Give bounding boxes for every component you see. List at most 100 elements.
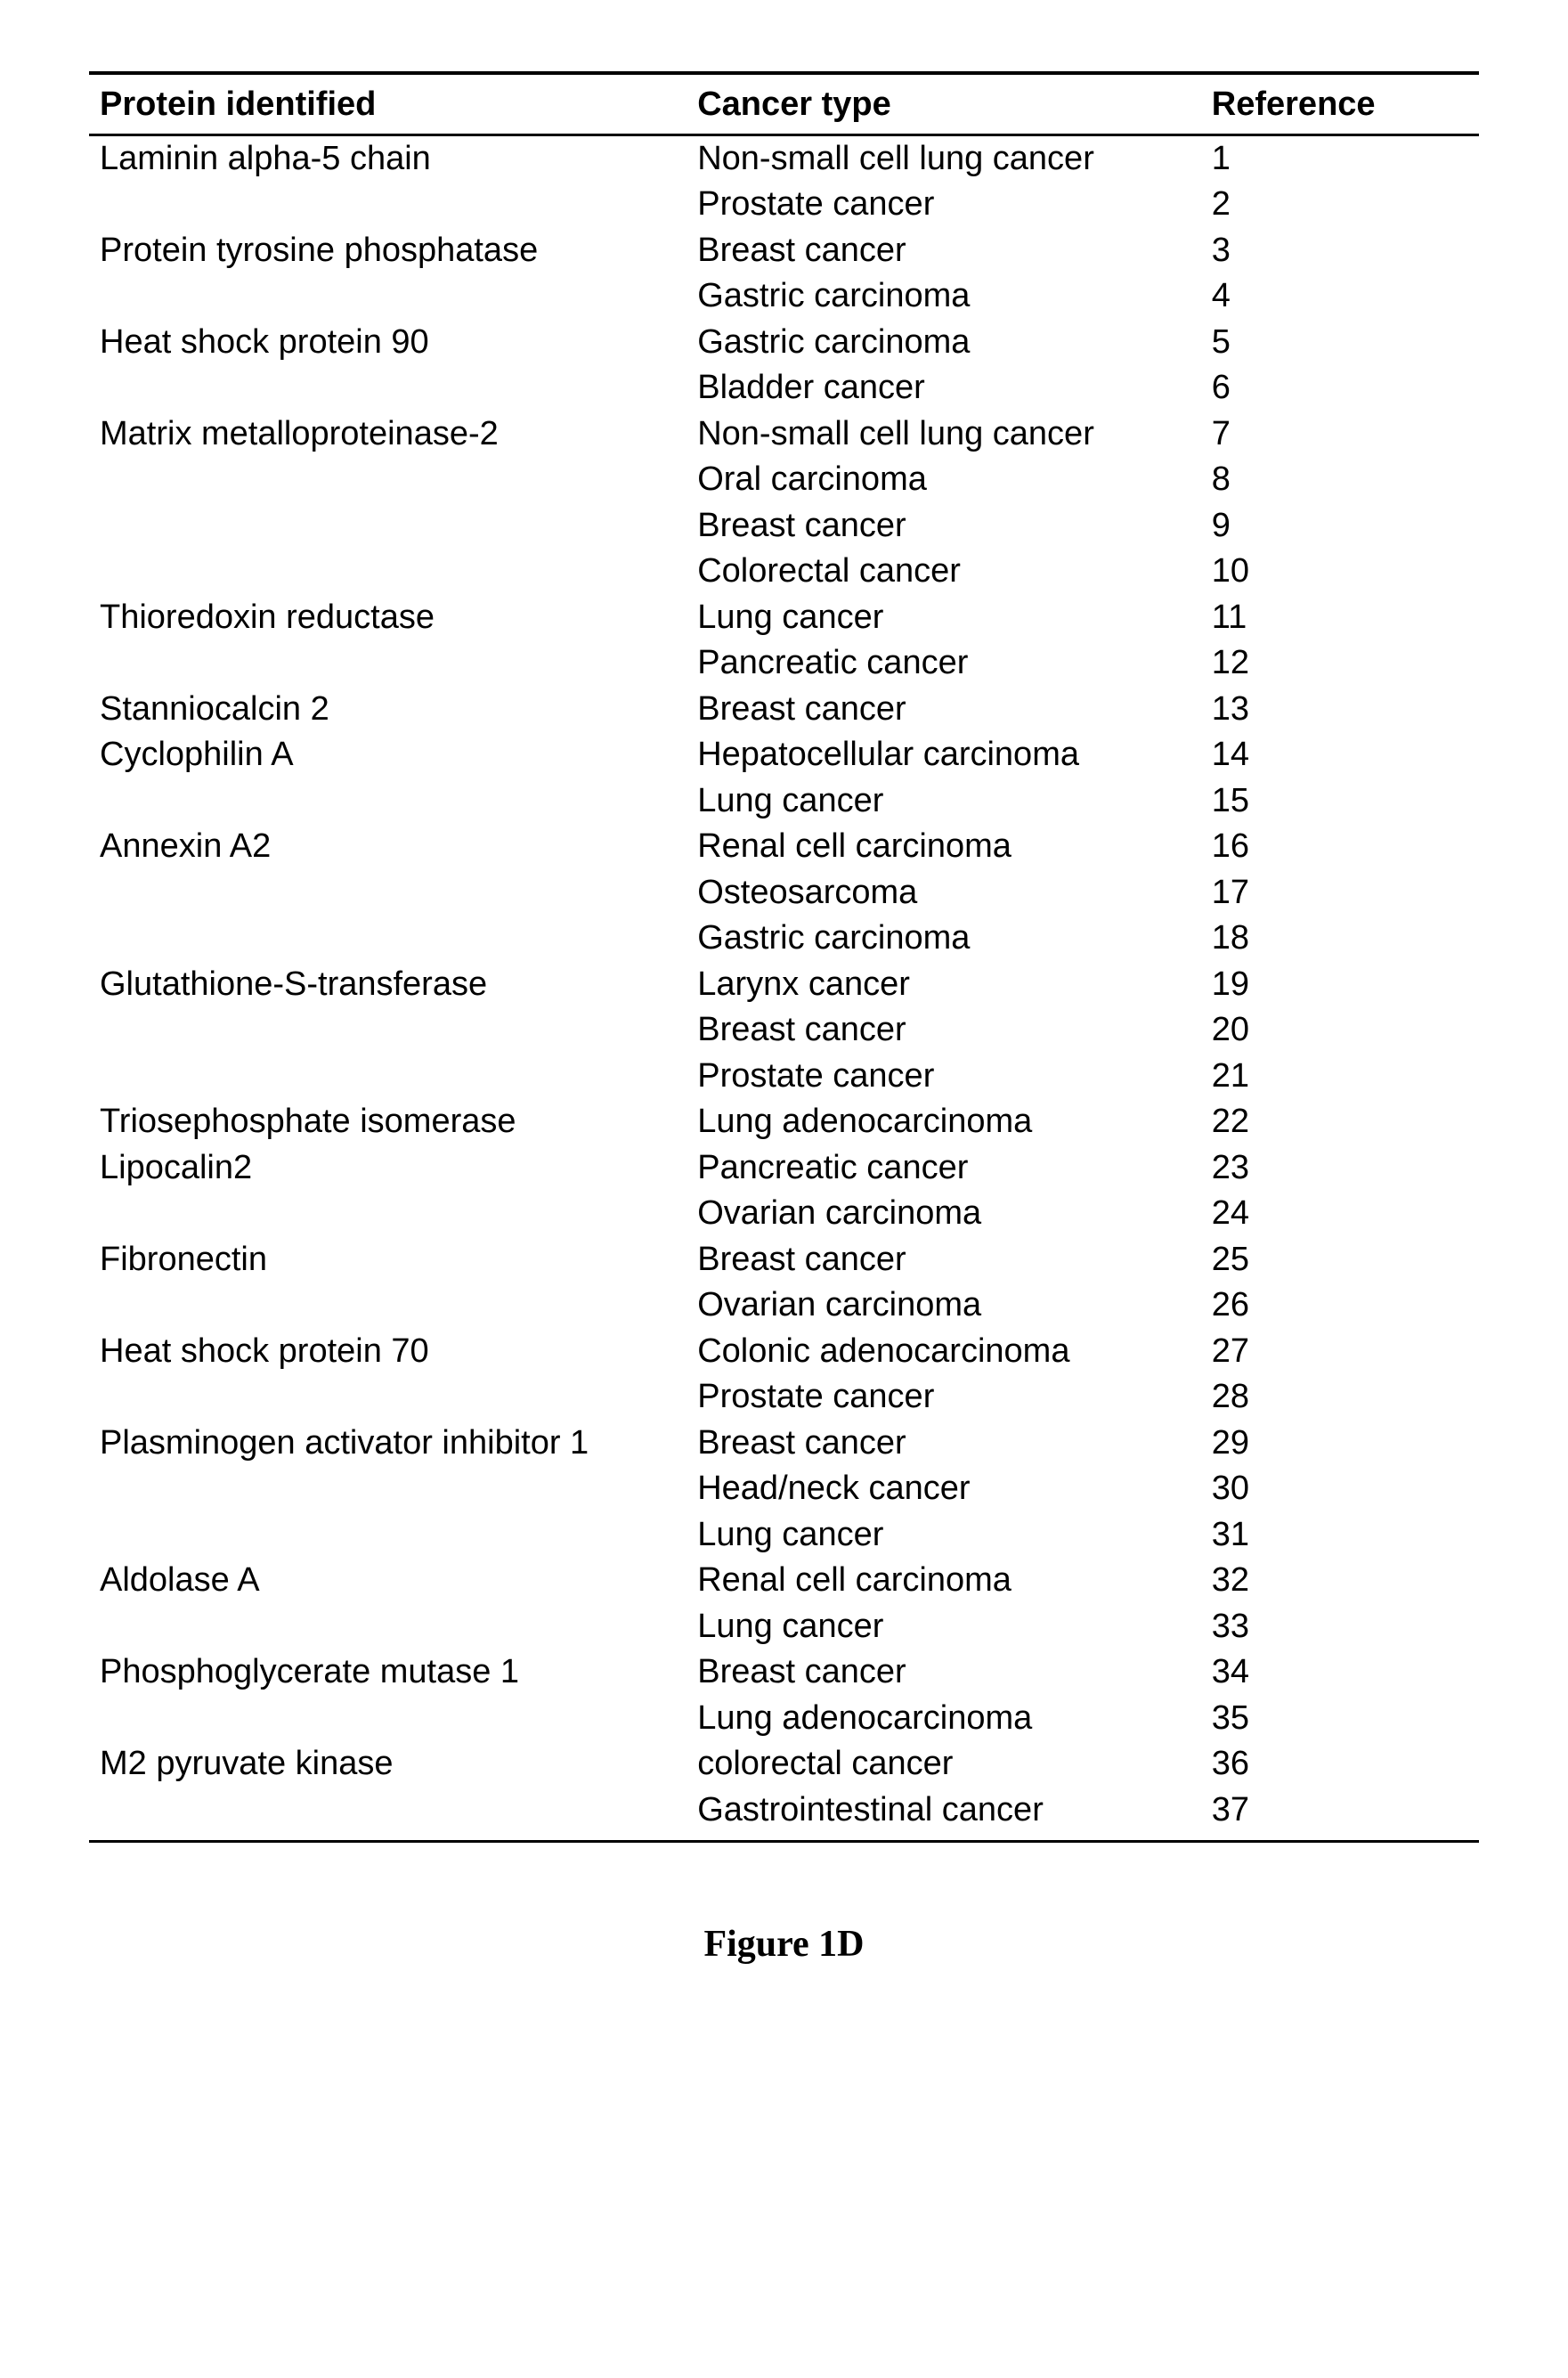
cell-reference: 37 [1201,1788,1479,1842]
cell-protein: Plasminogen activator inhibitor 1 [89,1421,687,1467]
cell-reference: 29 [1201,1421,1479,1467]
cell-protein: Lipocalin2 [89,1145,687,1192]
table-row: Gastrointestinal cancer37 [89,1788,1479,1842]
cell-cancer: Non-small cell lung cancer [687,134,1201,182]
cell-reference: 24 [1201,1191,1479,1237]
cell-cancer: Renal cell carcinoma [687,1558,1201,1604]
cell-cancer: Lung cancer [687,778,1201,825]
cell-cancer: Colorectal cancer [687,549,1201,595]
cell-protein [89,1374,687,1421]
cell-cancer: Oral carcinoma [687,457,1201,503]
cell-protein [89,1007,687,1054]
table-row: Osteosarcoma17 [89,870,1479,916]
table-row: Triosephosphate isomeraseLung adenocarci… [89,1099,1479,1145]
cell-cancer: Gastric carcinoma [687,320,1201,366]
cell-protein [89,549,687,595]
cell-protein [89,503,687,550]
cell-cancer: Gastric carcinoma [687,273,1201,320]
cell-protein: M2 pyruvate kinase [89,1741,687,1788]
cell-protein: Annexin A2 [89,824,687,870]
cell-cancer: Breast cancer [687,1237,1201,1283]
cell-reference: 36 [1201,1741,1479,1788]
cell-cancer: Non-small cell lung cancer [687,411,1201,458]
table-row: Thioredoxin reductaseLung cancer11 [89,595,1479,641]
cell-cancer: Lung cancer [687,1604,1201,1650]
table-row: M2 pyruvate kinasecolorectal cancer36 [89,1741,1479,1788]
table-row: Lung adenocarcinoma35 [89,1696,1479,1742]
cell-protein [89,182,687,228]
cell-cancer: Prostate cancer [687,1374,1201,1421]
table-header-row: Protein identified Cancer type Reference [89,73,1479,134]
cell-reference: 27 [1201,1329,1479,1375]
cell-protein [89,640,687,687]
cell-reference: 16 [1201,824,1479,870]
table-row: Prostate cancer28 [89,1374,1479,1421]
cell-cancer: Gastrointestinal cancer [687,1788,1201,1842]
cell-protein [89,457,687,503]
cell-protein: Protein tyrosine phosphatase [89,228,687,274]
cell-protein [89,778,687,825]
cell-protein: Cyclophilin A [89,732,687,778]
cell-reference: 33 [1201,1604,1479,1650]
cell-reference: 9 [1201,503,1479,550]
cell-protein [89,1604,687,1650]
cell-cancer: Breast cancer [687,1649,1201,1696]
cell-reference: 30 [1201,1466,1479,1512]
cell-cancer: colorectal cancer [687,1741,1201,1788]
cell-reference: 21 [1201,1054,1479,1100]
table-row: Prostate cancer21 [89,1054,1479,1100]
cell-reference: 2 [1201,182,1479,228]
cell-protein [89,365,687,411]
cell-reference: 1 [1201,134,1479,182]
figure-caption: Figure 1D [89,1923,1479,1966]
cell-protein [89,273,687,320]
cell-protein: Heat shock protein 90 [89,320,687,366]
cell-cancer: Hepatocellular carcinoma [687,732,1201,778]
header-protein: Protein identified [89,73,687,134]
cell-protein [89,1512,687,1559]
cell-reference: 13 [1201,687,1479,733]
cell-protein: Aldolase A [89,1558,687,1604]
cell-cancer: Colonic adenocarcinoma [687,1329,1201,1375]
table-row: Lung cancer31 [89,1512,1479,1559]
table-row: FibronectinBreast cancer25 [89,1237,1479,1283]
cell-protein [89,1191,687,1237]
cell-reference: 20 [1201,1007,1479,1054]
table-row: Heat shock protein 70Colonic adenocarcin… [89,1329,1479,1375]
cell-reference: 28 [1201,1374,1479,1421]
cell-reference: 19 [1201,962,1479,1008]
table-row: Stanniocalcin 2Breast cancer13 [89,687,1479,733]
cell-reference: 15 [1201,778,1479,825]
cell-cancer: Breast cancer [687,1007,1201,1054]
table-row: Laminin alpha-5 chainNon-small cell lung… [89,134,1479,182]
cell-cancer: Prostate cancer [687,182,1201,228]
cell-protein: Matrix metalloproteinase-2 [89,411,687,458]
table-row: Cyclophilin AHepatocellular carcinoma14 [89,732,1479,778]
cell-protein: Fibronectin [89,1237,687,1283]
cell-cancer: Breast cancer [687,228,1201,274]
table-row: Ovarian carcinoma26 [89,1283,1479,1329]
cell-cancer: Breast cancer [687,687,1201,733]
cell-protein [89,916,687,962]
cell-protein [89,1054,687,1100]
cell-reference: 32 [1201,1558,1479,1604]
cell-reference: 25 [1201,1237,1479,1283]
table-row: Protein tyrosine phosphataseBreast cance… [89,228,1479,274]
cell-cancer: Prostate cancer [687,1054,1201,1100]
cell-protein: Glutathione-S-transferase [89,962,687,1008]
cell-cancer: Lung cancer [687,1512,1201,1559]
cell-cancer: Osteosarcoma [687,870,1201,916]
cell-cancer: Lung adenocarcinoma [687,1696,1201,1742]
table-row: Prostate cancer2 [89,182,1479,228]
table-row: Lipocalin2Pancreatic cancer23 [89,1145,1479,1192]
cell-reference: 6 [1201,365,1479,411]
protein-cancer-table: Protein identified Cancer type Reference… [89,71,1479,1843]
cell-protein [89,1466,687,1512]
cell-protein [89,1788,687,1842]
table-row: Matrix metalloproteinase-2Non-small cell… [89,411,1479,458]
cell-cancer: Head/neck cancer [687,1466,1201,1512]
cell-cancer: Breast cancer [687,1421,1201,1467]
table-row: Oral carcinoma8 [89,457,1479,503]
table-row: Aldolase ARenal cell carcinoma32 [89,1558,1479,1604]
table-row: Ovarian carcinoma24 [89,1191,1479,1237]
